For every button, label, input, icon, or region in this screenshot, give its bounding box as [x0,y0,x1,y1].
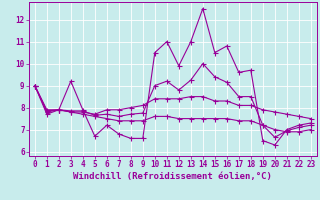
X-axis label: Windchill (Refroidissement éolien,°C): Windchill (Refroidissement éolien,°C) [73,172,272,181]
